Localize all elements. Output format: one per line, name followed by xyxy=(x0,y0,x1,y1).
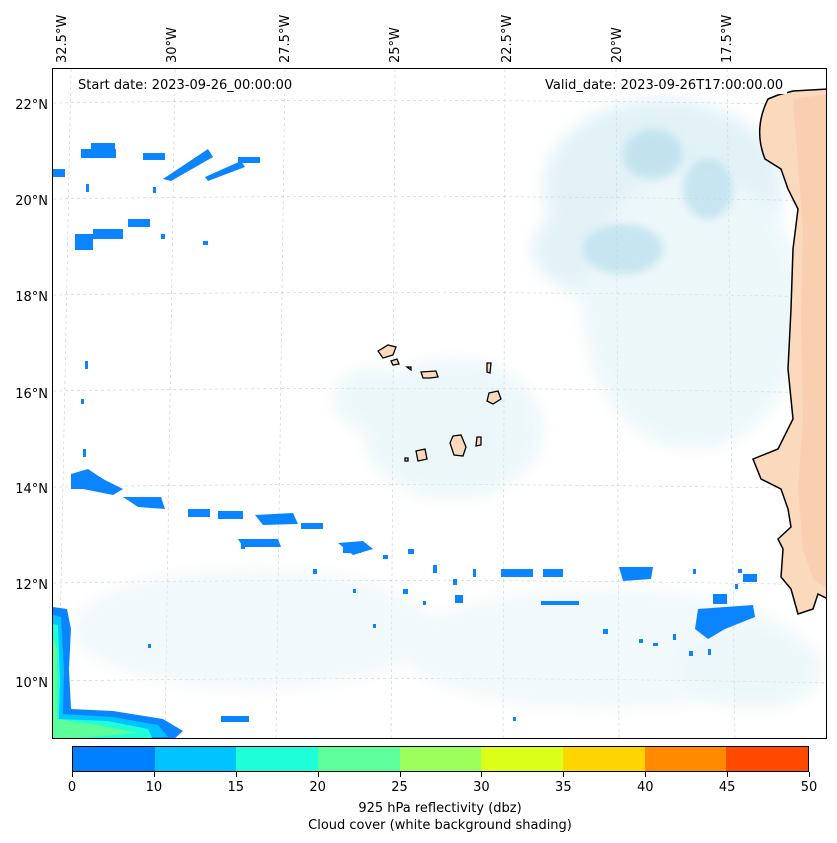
colorbar-tick-label: 20 xyxy=(309,780,326,795)
colorbar-tick-label: 15 xyxy=(227,780,245,795)
colorbar-tick-label: 10 xyxy=(145,780,163,795)
colorbar-tick xyxy=(317,772,319,777)
colorbar-tick-label: 30 xyxy=(473,780,490,795)
colorbar-tick-label: 0 xyxy=(67,780,77,795)
radar-reflectivity xyxy=(53,143,757,722)
colorbar-tick xyxy=(563,772,565,777)
lon-label: 25°W xyxy=(388,27,403,63)
colorbar-tick-label: 45 xyxy=(718,780,736,795)
high-reflectivity-core xyxy=(53,607,183,738)
colorbar-tick xyxy=(481,772,483,777)
colorbar-segment xyxy=(644,747,727,771)
colorbar-tick-label: 50 xyxy=(800,780,818,795)
colorbar-segment xyxy=(726,747,809,771)
colorbar-segment xyxy=(236,747,319,771)
colorbar xyxy=(72,746,809,772)
lon-label: 30°W xyxy=(165,27,180,63)
colorbar-subtitle: Cloud cover (white background shading) xyxy=(308,818,572,833)
cloud-cover-core xyxy=(583,129,733,274)
colorbar-tick xyxy=(645,772,647,777)
lat-label: 10°N xyxy=(15,676,48,691)
lat-label: 20°N xyxy=(15,194,48,209)
colorbar-segment xyxy=(481,747,564,771)
colorbar-tick xyxy=(235,772,237,777)
map-frame xyxy=(52,68,827,739)
radar-speckles xyxy=(81,184,742,721)
lat-label: 14°N xyxy=(15,482,48,497)
start-date-text: Start date: 2023-09-26_00:00:00 xyxy=(74,77,297,94)
colorbar-title: 925 hPa reflectivity (dbz) xyxy=(358,801,522,816)
africa-interior-shading xyxy=(793,94,826,588)
lon-label: 17.5°W xyxy=(720,14,735,63)
colorbar-segment xyxy=(399,747,482,771)
colorbar-tick xyxy=(399,772,401,777)
lat-label: 12°N xyxy=(15,578,48,593)
colorbar-tick xyxy=(72,772,73,777)
colorbar-tick-label: 35 xyxy=(555,780,572,795)
lon-label: 32.5°W xyxy=(55,14,70,63)
colorbar-tick xyxy=(727,772,729,777)
map-canvas xyxy=(53,69,826,738)
colorbar-tick-label: 25 xyxy=(391,780,408,795)
colorbar-tick xyxy=(153,772,155,777)
lon-label: 27.5°W xyxy=(278,14,293,63)
cape-verde-islands xyxy=(377,344,502,462)
lat-label: 22°N xyxy=(15,98,48,113)
lat-label: 16°N xyxy=(15,387,48,402)
lat-label: 18°N xyxy=(15,290,48,305)
colorbar-segment xyxy=(563,747,645,771)
colorbar-segment xyxy=(73,747,155,771)
valid-date-text: Valid_date: 2023-09-26T17:00:00.00 xyxy=(541,77,788,94)
colorbar-segment xyxy=(318,747,400,771)
lon-label: 20°W xyxy=(610,27,625,63)
lon-label: 22.5°W xyxy=(500,14,515,63)
colorbar-tick-label: 40 xyxy=(636,780,654,795)
colorbar-tick xyxy=(809,772,810,777)
colorbar-segment xyxy=(154,747,237,771)
